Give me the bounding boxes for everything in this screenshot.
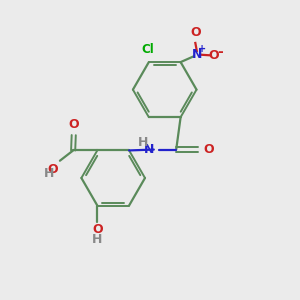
Text: O: O <box>48 163 58 176</box>
Text: N: N <box>143 143 154 156</box>
Text: -: - <box>218 45 223 59</box>
Text: O: O <box>204 143 214 156</box>
Text: H: H <box>44 167 54 180</box>
Text: N: N <box>192 48 202 61</box>
Text: O: O <box>208 49 219 62</box>
Text: H: H <box>92 233 103 246</box>
Text: Cl: Cl <box>141 43 154 56</box>
Text: H: H <box>138 136 148 149</box>
Text: O: O <box>190 26 201 39</box>
Text: O: O <box>68 118 79 131</box>
Text: +: + <box>198 44 206 54</box>
Text: O: O <box>92 223 103 236</box>
